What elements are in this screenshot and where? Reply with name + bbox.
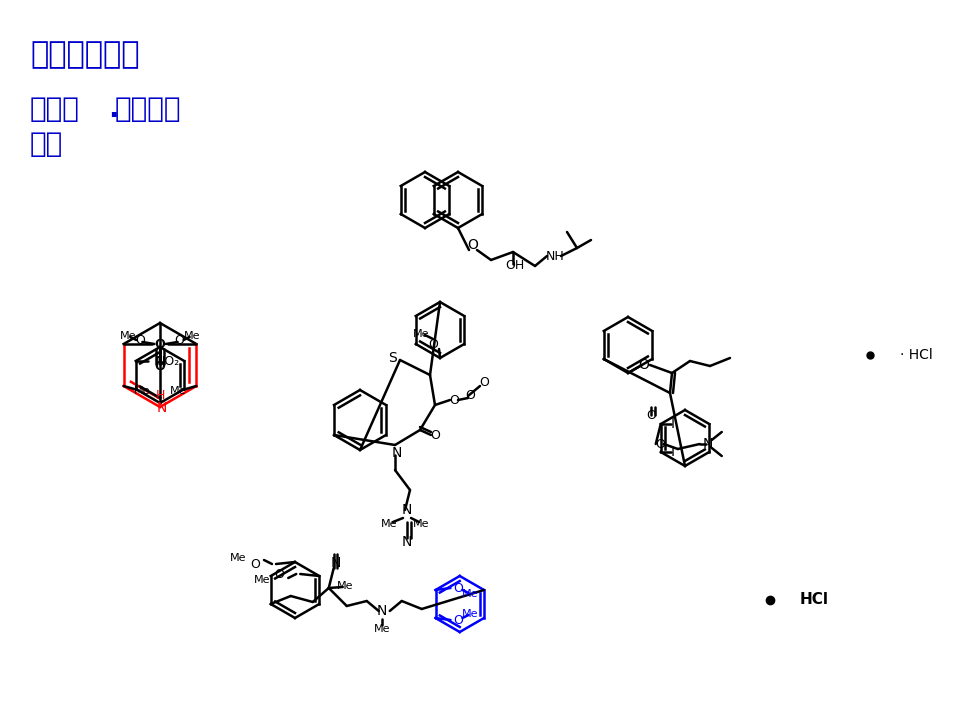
Text: OH: OH — [505, 258, 524, 271]
Text: O: O — [156, 338, 165, 351]
Text: N: N — [392, 446, 402, 460]
Text: Me: Me — [229, 553, 246, 563]
Text: O: O — [449, 394, 459, 407]
Text: O: O — [251, 557, 260, 570]
Text: · HCl: · HCl — [900, 348, 933, 362]
Text: Me: Me — [463, 589, 479, 599]
Text: Me: Me — [133, 386, 150, 396]
Text: O: O — [453, 582, 464, 595]
Text: 第六章: 第六章 — [30, 95, 80, 123]
Text: I: I — [671, 417, 675, 431]
Text: O: O — [430, 428, 440, 441]
Text: .: . — [108, 95, 119, 123]
Text: Me: Me — [120, 331, 136, 341]
Text: O: O — [655, 438, 664, 451]
Text: N: N — [402, 535, 412, 549]
Text: Me: Me — [463, 609, 479, 619]
Text: N: N — [156, 401, 167, 415]
Text: H: H — [156, 389, 165, 402]
Text: O: O — [155, 359, 164, 372]
Text: NH: NH — [545, 250, 564, 263]
Text: O: O — [275, 567, 284, 580]
Text: Me: Me — [373, 624, 390, 634]
Text: Me: Me — [170, 386, 186, 396]
Text: 代表药物汇总: 代表药物汇总 — [30, 40, 139, 69]
Text: Me: Me — [413, 329, 429, 339]
Text: O: O — [453, 613, 464, 626]
Text: Me: Me — [381, 519, 397, 529]
Text: O: O — [646, 408, 656, 421]
Text: I: I — [671, 445, 675, 459]
Text: O: O — [638, 358, 649, 372]
Text: Me: Me — [413, 519, 429, 529]
Text: N: N — [402, 503, 412, 517]
Text: Me: Me — [183, 331, 200, 341]
Text: O: O — [175, 333, 184, 346]
Text: O: O — [479, 376, 489, 389]
Text: S: S — [388, 351, 396, 365]
Text: O: O — [155, 338, 164, 351]
Text: O: O — [156, 359, 165, 372]
Text: N: N — [330, 556, 341, 570]
Text: N: N — [376, 604, 387, 618]
Text: Me: Me — [253, 575, 271, 585]
Text: NO₂: NO₂ — [156, 354, 180, 367]
Text: O: O — [468, 238, 478, 252]
Text: O: O — [135, 333, 145, 346]
Text: O: O — [465, 389, 475, 402]
Text: HCl: HCl — [800, 593, 829, 608]
Text: Me: Me — [337, 581, 353, 591]
Text: 循环系统: 循环系统 — [115, 95, 181, 123]
Text: 药物: 药物 — [30, 130, 63, 158]
Text: N: N — [703, 437, 713, 451]
Text: O: O — [428, 338, 438, 351]
